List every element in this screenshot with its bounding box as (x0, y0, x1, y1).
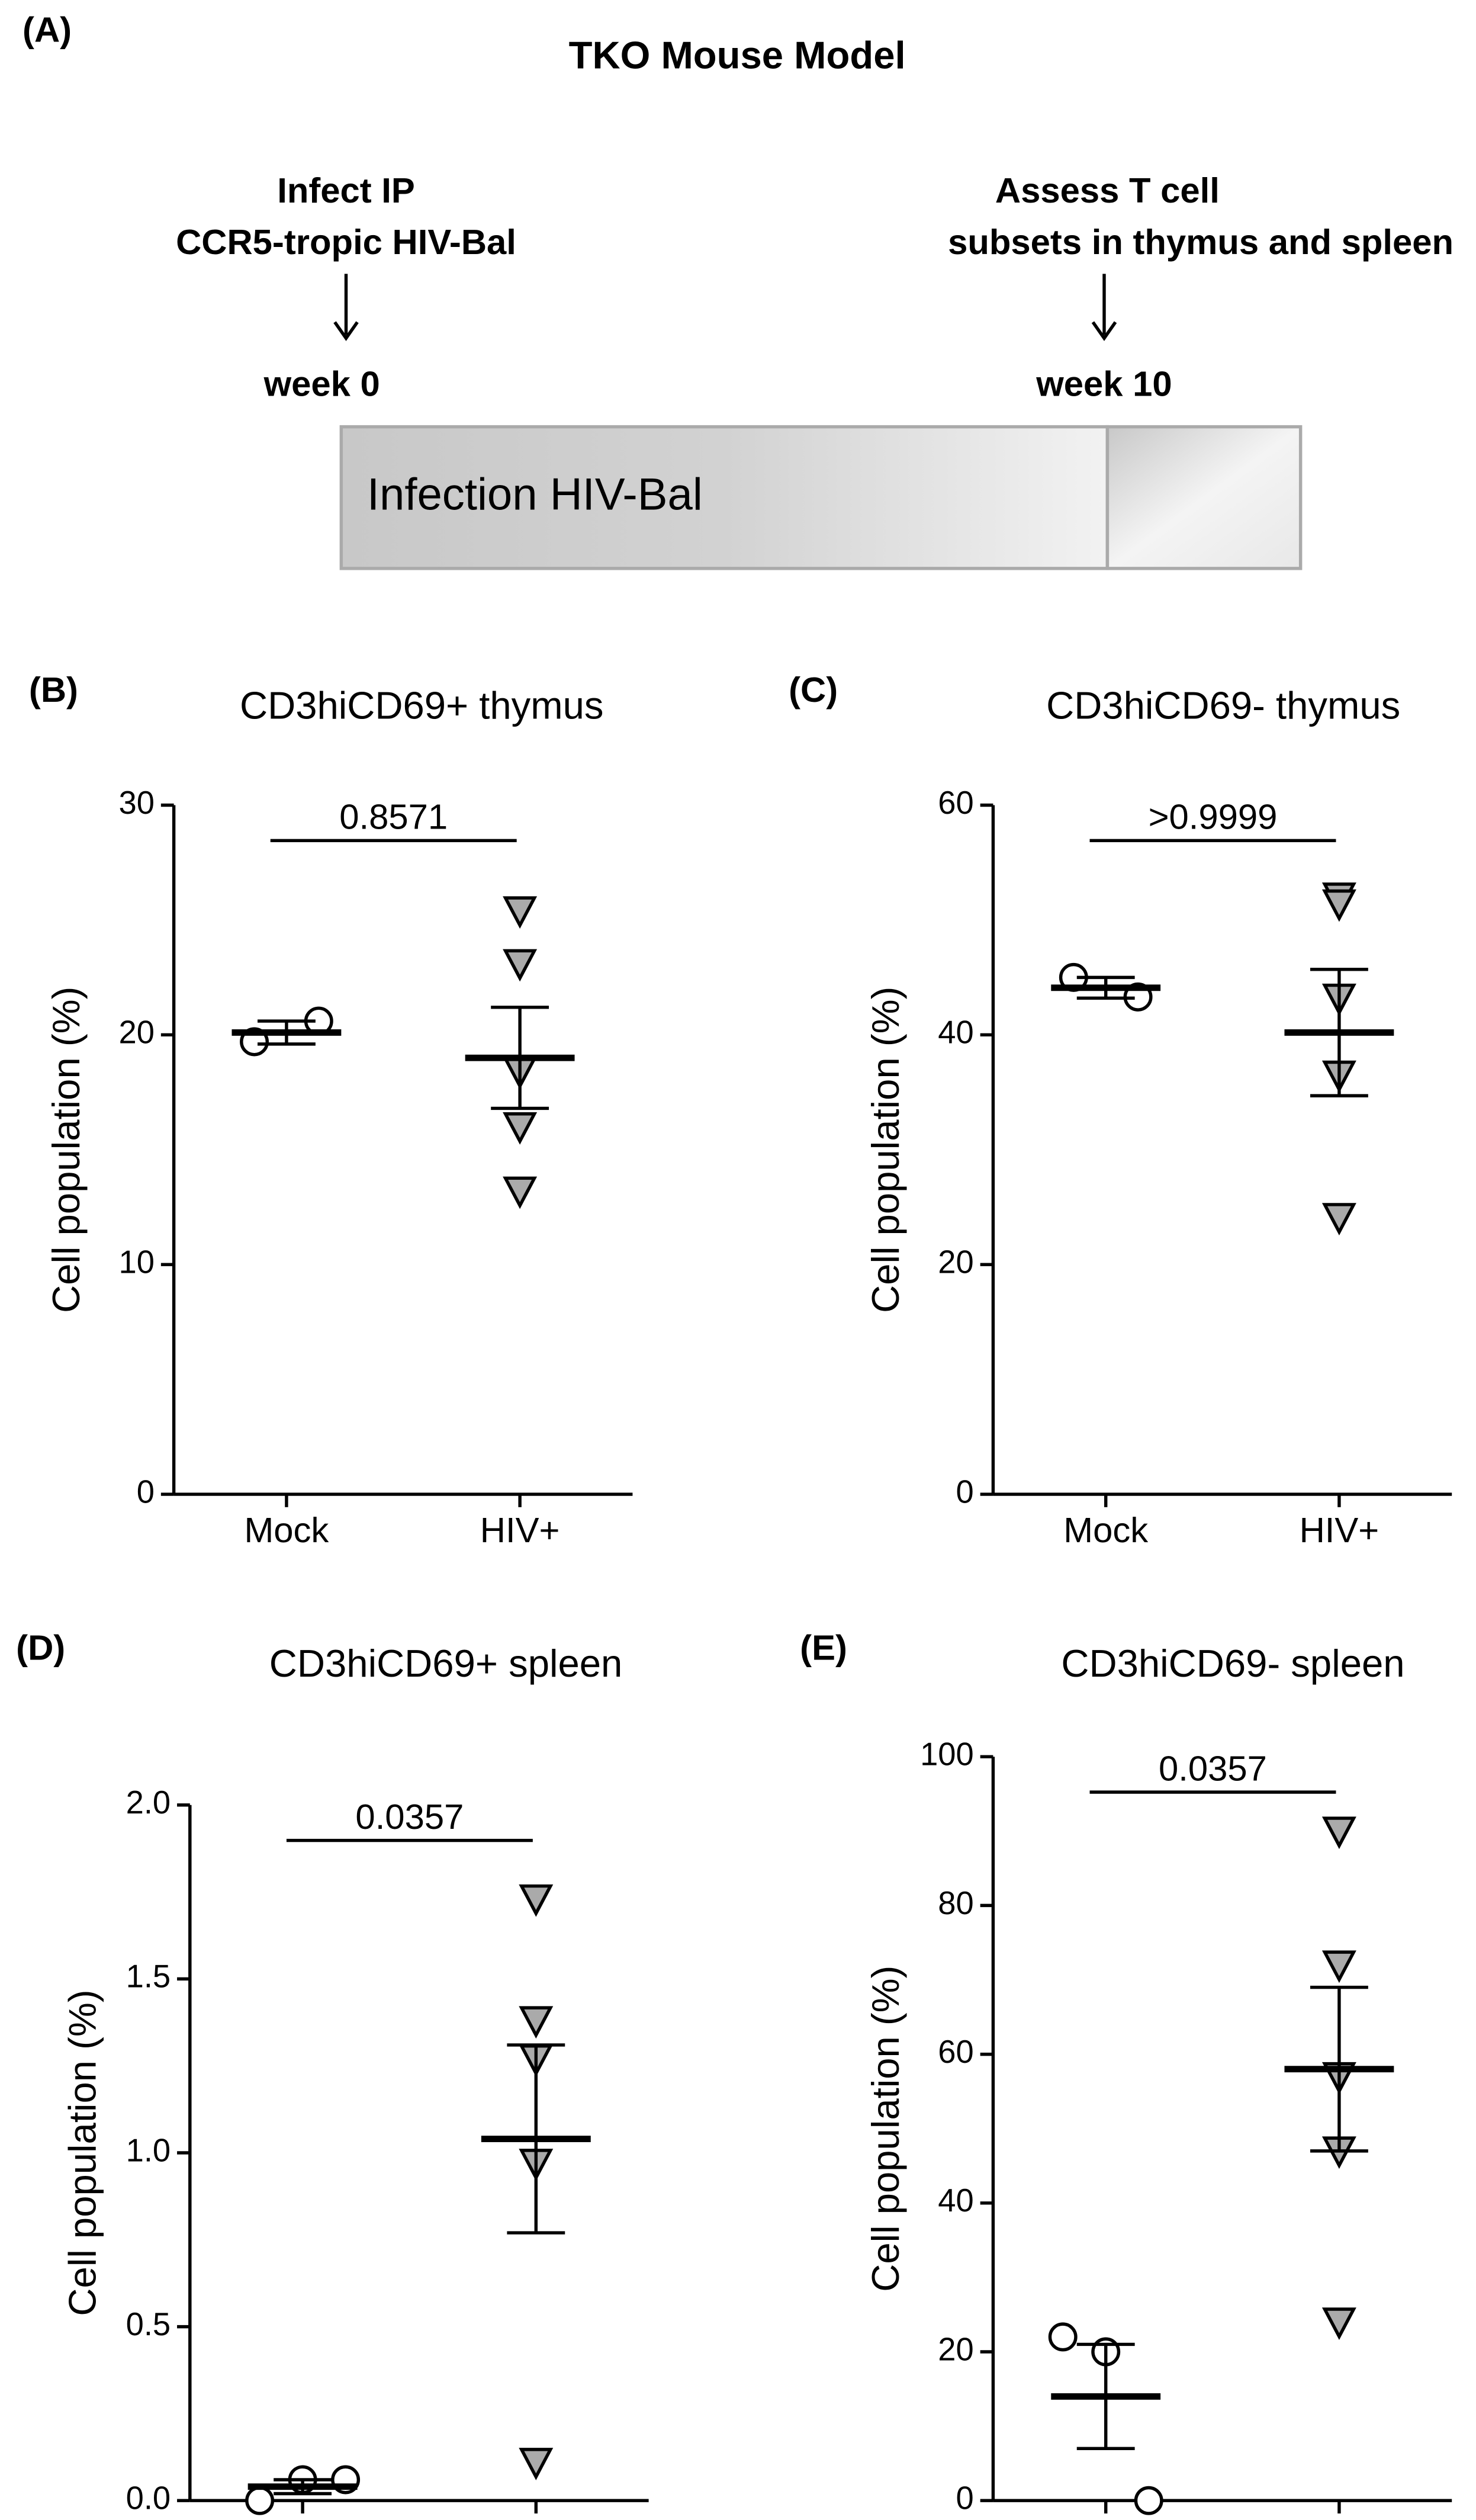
annotation: 0.0357 (355, 1797, 464, 1837)
data-point (245, 2486, 275, 2515)
data-point (519, 2448, 554, 2480)
event-text: CCR5-tropic HIV-Bal (176, 222, 516, 262)
y-axis-label: Cell population (%) (864, 1966, 907, 2292)
x-tick-label: Mock (244, 1510, 329, 1550)
y-tick-label: 0.0 (126, 2480, 171, 2516)
panel-label: (B) (29, 670, 78, 710)
y-tick-label: 0 (956, 2480, 974, 2516)
y-tick-label: 20 (938, 1244, 973, 1280)
y-tick-label: 80 (938, 1885, 973, 1921)
chart: (D) CD3hiCD69+ spleen Cell population (%) 0… (16, 1628, 649, 2520)
chart-title: CD3hiCD69+ thymus (240, 684, 604, 727)
timeline-bar (339, 425, 1110, 570)
data-point (1321, 889, 1356, 922)
annotation: 0.0357 (1159, 1748, 1267, 1788)
x-tick-label: HIV+ (496, 2516, 576, 2520)
y-tick-label: 20 (938, 2331, 973, 2367)
data-point (1321, 1816, 1356, 1850)
event-text: Assess T cell (995, 171, 1220, 210)
data-point (503, 1112, 538, 1145)
y-tick-label: 1.5 (126, 1959, 171, 1995)
y-tick-label: 100 (920, 1736, 974, 1773)
panel-label: (D) (16, 1628, 65, 1668)
data-point (503, 896, 538, 929)
data-point (1048, 2322, 1078, 2352)
chart-title: CD3hiCD69+ spleen (269, 1642, 623, 1685)
y-tick-label: 60 (938, 2034, 973, 2070)
data-point (519, 2006, 554, 2039)
data-point (1321, 1950, 1356, 1983)
y-axis-label: Cell population (%) (60, 1989, 104, 2316)
data-point (503, 1176, 538, 1209)
chart-title: CD3hiCD69- spleen (1061, 1642, 1404, 1685)
data-point (503, 949, 538, 982)
data-point (1321, 2307, 1356, 2341)
y-tick-label: 0 (956, 1474, 974, 1510)
chart: (B) CD3hiCD69+ thymus Cell population (%) 0… (29, 670, 633, 1550)
chart: (C) CD3hiCD69- thymus Cell population (%) 0… (789, 670, 1452, 1550)
data-point (1134, 2486, 1163, 2515)
x-tick-label: HIV+ (1300, 2516, 1379, 2520)
x-tick-label: HIV+ (480, 1510, 560, 1550)
y-tick-label: 10 (119, 1244, 155, 1280)
y-tick-label: 30 (119, 785, 155, 821)
y-axis-label: Cell population (%) (44, 987, 88, 1313)
data-point (1321, 1203, 1356, 1235)
y-axis-label: Cell population (%) (864, 987, 907, 1313)
x-tick-label: HIV+ (1300, 1510, 1379, 1550)
diagram: (A) TKO Mouse Model Infect IP CCR5-tropi… (22, 9, 1454, 570)
y-tick-label: 40 (938, 1015, 973, 1051)
x-tick-label: Mock (1063, 2516, 1148, 2520)
panel-label: (A) (22, 9, 72, 49)
time-label: week 0 (263, 364, 380, 403)
annotation: 0.8571 (339, 797, 448, 837)
chart-title: CD3hiCD69- thymus (1046, 684, 1400, 727)
data-point (519, 1884, 554, 1917)
time-label: week 10 (1036, 364, 1172, 403)
y-tick-label: 40 (938, 2182, 973, 2219)
bar-label: Infection HIV-Bal (367, 469, 703, 519)
y-tick-label: 60 (938, 785, 973, 821)
diagram-title: TKO Mouse Model (569, 33, 906, 76)
y-tick-label: 1.0 (126, 2132, 171, 2168)
event-text: subsets in thymus and spleen (948, 222, 1454, 262)
annotation: >0.9999 (1149, 797, 1278, 837)
y-tick-label: 0 (137, 1474, 155, 1510)
y-tick-label: 0.5 (126, 2306, 171, 2342)
timeline-bar (1105, 425, 1303, 570)
x-tick-label: Mock (1063, 1510, 1148, 1550)
y-tick-label: 2.0 (126, 1784, 171, 1821)
arrow (333, 274, 359, 341)
arrow (1091, 274, 1117, 341)
event-text: Infect IP (277, 171, 415, 210)
panel-label: (E) (800, 1628, 847, 1668)
panel-label: (C) (789, 670, 838, 710)
x-tick-label: Mock (261, 2516, 345, 2520)
chart: (E) CD3hiCD69- spleen Cell population (%) 0… (800, 1628, 1452, 2520)
y-tick-label: 20 (119, 1015, 155, 1051)
